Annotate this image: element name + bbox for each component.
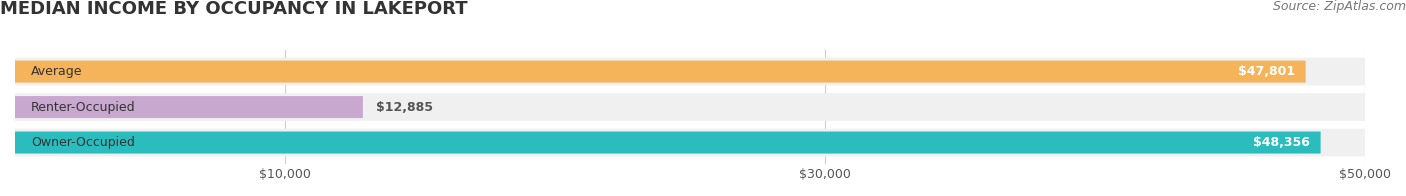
Text: Average: Average bbox=[31, 65, 83, 78]
Text: Owner-Occupied: Owner-Occupied bbox=[31, 136, 135, 149]
Text: $47,801: $47,801 bbox=[1237, 65, 1295, 78]
Text: Renter-Occupied: Renter-Occupied bbox=[31, 101, 136, 113]
FancyBboxPatch shape bbox=[15, 132, 1320, 153]
FancyBboxPatch shape bbox=[15, 93, 1365, 121]
FancyBboxPatch shape bbox=[15, 61, 1306, 83]
Text: MEDIAN INCOME BY OCCUPANCY IN LAKEPORT: MEDIAN INCOME BY OCCUPANCY IN LAKEPORT bbox=[0, 0, 468, 18]
FancyBboxPatch shape bbox=[15, 96, 363, 118]
FancyBboxPatch shape bbox=[15, 58, 1365, 85]
Text: Source: ZipAtlas.com: Source: ZipAtlas.com bbox=[1272, 0, 1406, 13]
Text: $12,885: $12,885 bbox=[377, 101, 433, 113]
FancyBboxPatch shape bbox=[15, 129, 1365, 156]
Text: $48,356: $48,356 bbox=[1253, 136, 1310, 149]
